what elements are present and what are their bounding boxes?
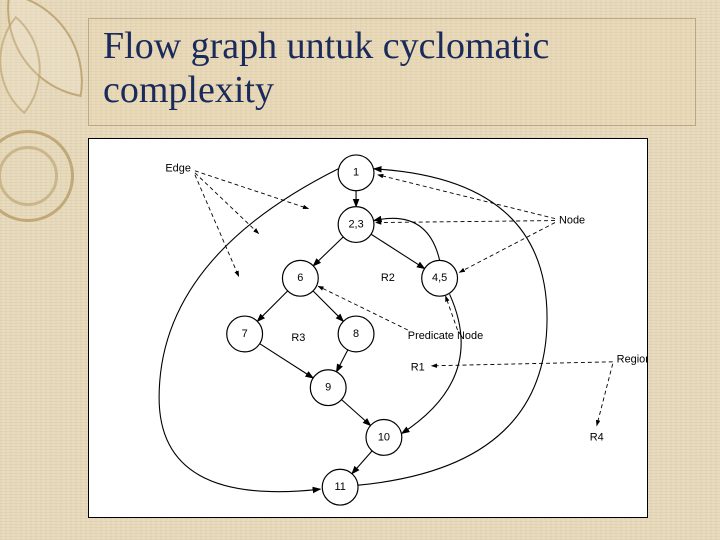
region-label: R2 (381, 272, 395, 284)
edge (260, 344, 313, 378)
annotation-arrow (597, 364, 613, 426)
edge (336, 350, 347, 372)
title-block: Flow graph untuk cyclomatic complexity (88, 18, 696, 126)
annotation-arrow (446, 296, 458, 330)
edge (374, 218, 440, 260)
slide-title: Flow graph untuk cyclomatic complexity (103, 25, 681, 112)
edge (352, 451, 372, 474)
annotation-arrow (195, 175, 239, 276)
ring-decoration-inner (0, 146, 58, 206)
graph-node-label: 8 (353, 328, 359, 340)
graph-node-label: 7 (242, 328, 248, 340)
graph-node-label: 10 (378, 431, 390, 443)
graph-node-label: 1 (353, 167, 359, 179)
graph-node-label: 2,3 (348, 218, 363, 230)
annotation-label: Predicate Node (408, 330, 483, 342)
region-label: R3 (291, 332, 305, 344)
edge (313, 237, 343, 266)
graph-node-label: 4,5 (432, 272, 447, 284)
annotation-label: Region (617, 354, 647, 366)
edge (371, 234, 424, 268)
annotation-arrow (460, 223, 555, 273)
annotation-label: Node (559, 214, 585, 226)
region-label: R1 (411, 362, 425, 374)
annotation-arrow (195, 173, 259, 234)
graph-node-label: 9 (325, 382, 331, 394)
flow-graph-diagram: Edge Node Predicate Node Region 1 2,3 6 4,5 7 8 9 1… (89, 139, 647, 517)
edge (313, 291, 343, 321)
annotation-arrow (376, 221, 555, 223)
edge (257, 291, 287, 321)
diagram-frame: Edge Node Predicate Node Region 1 2,3 6 4,5 7 8 9 1… (88, 138, 648, 518)
annotation-arrow (195, 171, 308, 209)
edge (342, 400, 371, 426)
annotation-arrow (378, 175, 555, 219)
annotation-label: Edge (165, 163, 191, 175)
graph-node-label: 11 (334, 481, 345, 493)
region-label: R4 (590, 431, 604, 443)
graph-node-label: 6 (297, 272, 303, 284)
